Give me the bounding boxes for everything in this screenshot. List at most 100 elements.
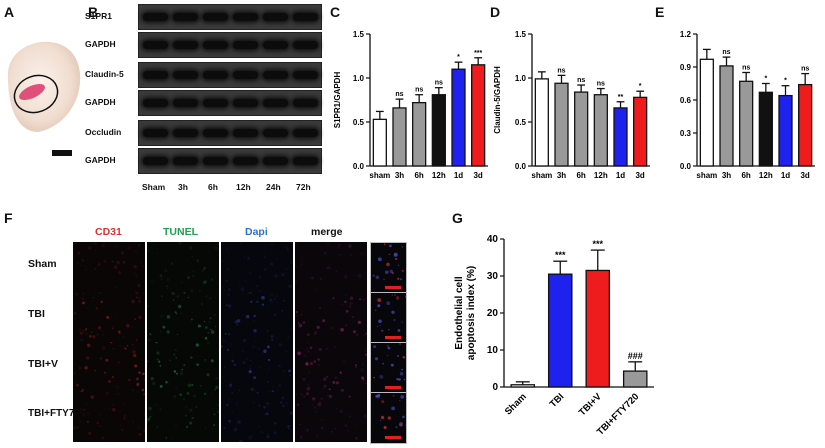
significance-label: ns bbox=[801, 66, 809, 73]
blot-band bbox=[293, 99, 318, 107]
micrograph-0-2 bbox=[220, 242, 293, 292]
blot-band bbox=[233, 13, 258, 21]
blot-band bbox=[233, 71, 258, 79]
y-tick-label: 1.0 bbox=[353, 74, 365, 83]
x-tick-label: 6h bbox=[741, 171, 750, 180]
y-tick-label: 1.0 bbox=[515, 74, 527, 83]
x-tick-label: 12h bbox=[759, 171, 773, 180]
blot-strip-4 bbox=[138, 120, 322, 146]
significance-label: ns bbox=[395, 91, 403, 98]
panel-label-c: C bbox=[330, 4, 341, 20]
column-label-dapi: Dapi bbox=[245, 226, 268, 238]
significance-label: * bbox=[784, 78, 787, 85]
panel-label-a: A bbox=[4, 4, 15, 20]
bar-tbi+v bbox=[585, 269, 611, 388]
blot-band bbox=[143, 71, 168, 79]
blot-band bbox=[143, 157, 168, 165]
blot-band bbox=[263, 71, 288, 79]
x-tick-label: sham bbox=[696, 171, 717, 180]
x-tick-label: Sham bbox=[503, 391, 529, 417]
significance-label: ns bbox=[742, 65, 750, 72]
micrograph-3-1 bbox=[145, 391, 220, 442]
bar-12h bbox=[758, 91, 773, 167]
lane-label-24h: 24h bbox=[266, 182, 281, 192]
blot-band bbox=[263, 129, 288, 137]
significance-label: ns bbox=[577, 77, 585, 84]
x-tick-label: 3d bbox=[800, 171, 809, 180]
lane-label-12h: 12h bbox=[236, 182, 251, 192]
blot-band bbox=[293, 13, 318, 21]
blot-strip-3 bbox=[138, 90, 322, 116]
x-tick-label: TBI bbox=[548, 391, 567, 410]
lesion-spot bbox=[19, 83, 45, 101]
bar-6h bbox=[574, 91, 589, 167]
micrograph-1-2 bbox=[221, 290, 293, 343]
blot-label-gapdh-5: GAPDH bbox=[85, 155, 116, 165]
blot-band bbox=[293, 129, 318, 137]
x-tick-label: sham bbox=[369, 171, 390, 180]
blot-band bbox=[263, 13, 288, 21]
row-label-tbi: TBI bbox=[28, 308, 45, 320]
blot-band bbox=[173, 13, 198, 21]
panel-label-d: D bbox=[490, 4, 501, 20]
significance-label: ns bbox=[435, 80, 443, 87]
column-label-merge: merge bbox=[311, 226, 343, 238]
blot-strip-0 bbox=[138, 4, 322, 30]
blot-band bbox=[203, 71, 228, 79]
y-tick-label: 10 bbox=[487, 345, 499, 356]
scale-bar bbox=[385, 336, 401, 339]
column-label-tunel: TUNEL bbox=[163, 226, 198, 238]
micrograph-2-0 bbox=[73, 341, 146, 393]
blot-band bbox=[263, 41, 288, 49]
bar-1d bbox=[613, 107, 628, 167]
blot-band bbox=[143, 99, 168, 107]
y-tick-label: 0.5 bbox=[515, 118, 527, 127]
y-tick-label: 0 bbox=[492, 382, 498, 393]
blot-band bbox=[173, 157, 198, 165]
y-tick-label: 0.3 bbox=[680, 129, 692, 138]
brain-photo bbox=[7, 41, 81, 156]
bar-6h bbox=[739, 80, 754, 167]
blot-band bbox=[173, 129, 198, 137]
significance-label: * bbox=[457, 54, 460, 61]
y-tick-label: 20 bbox=[487, 308, 499, 319]
zoom-inset-2 bbox=[370, 342, 407, 394]
x-tick-label: 12h bbox=[594, 171, 608, 180]
blot-band bbox=[203, 99, 228, 107]
blot-band bbox=[173, 99, 198, 107]
lesion-outline bbox=[13, 74, 59, 114]
y-tick-label: 0.6 bbox=[680, 96, 692, 105]
row-label-tbi-fty720: TBI+FTY720 bbox=[28, 408, 86, 419]
x-tick-label: 6h bbox=[576, 171, 585, 180]
micrograph-2-2 bbox=[219, 342, 293, 393]
column-label-cd31: CD31 bbox=[95, 226, 122, 238]
blot-label-s1pr1-0: S1PR1 bbox=[85, 11, 112, 21]
x-tick-label: 3h bbox=[722, 171, 731, 180]
significance-label: * bbox=[639, 83, 642, 90]
blot-band bbox=[173, 41, 198, 49]
panel-label-e: E bbox=[655, 4, 665, 20]
x-tick-label: 3h bbox=[557, 171, 566, 180]
panel-label-b: B bbox=[88, 4, 99, 20]
blot-band bbox=[233, 41, 258, 49]
y-tick-label: 30 bbox=[487, 271, 499, 282]
bar-6h bbox=[412, 101, 427, 167]
blot-band bbox=[203, 129, 228, 137]
blot-strip-5 bbox=[138, 148, 322, 174]
chart-d: 0.0 0.5 1.0 1.5 Claudin-5/GAPDH sham ns 3h ns 6h n… bbox=[493, 30, 650, 180]
y-tick-label: 40 bbox=[487, 234, 499, 245]
micrograph-3-3 bbox=[295, 391, 367, 442]
bar-sham bbox=[699, 58, 714, 167]
significance-label: *** bbox=[555, 250, 566, 260]
lane-label-sham: Sham bbox=[142, 182, 166, 192]
blot-band bbox=[203, 41, 228, 49]
bar-tbi+fty720 bbox=[622, 370, 648, 388]
y-tick-label: 0.9 bbox=[680, 63, 692, 72]
scale-bar bbox=[385, 436, 401, 439]
svg-text:Endothelial cell: Endothelial cell bbox=[454, 276, 465, 350]
micrograph-2-1 bbox=[147, 340, 220, 392]
significance-label: ns bbox=[597, 81, 605, 88]
lane-label-6h: 6h bbox=[208, 182, 218, 192]
panel-label-g: G bbox=[452, 210, 463, 226]
bar-3h bbox=[719, 65, 734, 167]
